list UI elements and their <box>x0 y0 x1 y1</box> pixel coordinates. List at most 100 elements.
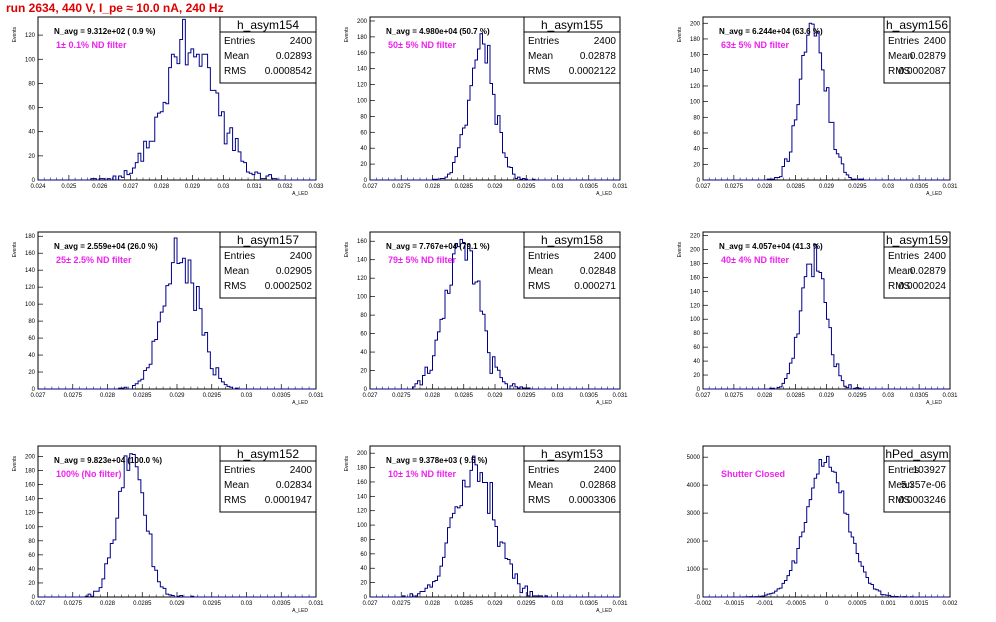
y-tick-label: 180 <box>357 466 368 472</box>
stats-label-mean: Mean <box>224 266 249 277</box>
y-tick-label: 0 <box>697 595 701 601</box>
x-tick-label: 0.0275 <box>392 184 411 190</box>
y-tick-label: 200 <box>25 455 36 461</box>
x-tick-label: 0.0305 <box>580 393 599 399</box>
filter-label: 63± 5% ND filter <box>721 40 789 50</box>
y-tick-label: 160 <box>357 239 368 245</box>
y-tick-label: 60 <box>693 345 700 351</box>
y-tick-label: 160 <box>25 483 36 489</box>
x-axis-title: A_LED <box>292 400 308 406</box>
stats-value-rms: 0.0001947 <box>265 495 313 506</box>
x-tick-label: 0.0305 <box>910 393 929 399</box>
stats-value-entries: 2400 <box>594 251 617 262</box>
stats-label-entries: Entries <box>224 36 255 47</box>
x-tick-label: 0.001 <box>881 601 897 607</box>
y-tick-label: 140 <box>357 494 368 500</box>
y-tick-label: 100 <box>690 317 701 323</box>
y-axis-title: Events <box>12 456 18 472</box>
stats-label-mean: Mean <box>888 480 913 491</box>
x-tick-label: 0.0295 <box>517 601 536 607</box>
y-tick-label: 120 <box>25 33 36 39</box>
x-tick-label: 0.0295 <box>203 393 222 399</box>
x-tick-label: 0.0275 <box>392 393 411 399</box>
x-tick-label: 0.029 <box>819 184 835 190</box>
stats-value-entries: 2400 <box>290 251 313 262</box>
histogram-line <box>703 244 950 390</box>
y-tick-label: 20 <box>360 581 367 587</box>
stats-value-rms: 0.000271 <box>574 281 616 292</box>
y-tick-label: 80 <box>360 114 367 120</box>
x-tick-label: 0.0305 <box>272 393 291 399</box>
x-tick-label: 0.031 <box>612 601 628 607</box>
y-tick-label: 0 <box>32 387 36 393</box>
x-tick-label: -0.001 <box>756 601 774 607</box>
y-tick-label: 1000 <box>687 567 701 573</box>
x-tick-label: 0.027 <box>123 184 139 190</box>
x-tick-label: 0.031 <box>612 184 628 190</box>
y-tick-label: 20 <box>360 162 367 168</box>
y-axis-title: Events <box>677 27 683 43</box>
x-axis-title: A_LED <box>596 400 612 406</box>
y-tick-label: 40 <box>360 350 367 356</box>
navg-label: N_avg = 9.312e+02 ( 0.9 %) <box>54 27 156 36</box>
y-tick-label: 120 <box>690 84 701 90</box>
y-tick-label: 120 <box>357 509 368 515</box>
x-tick-label: 0.03 <box>552 184 564 190</box>
y-tick-label: 40 <box>360 146 367 152</box>
stats-value-mean: 0.02893 <box>276 51 313 62</box>
y-axis-title: Events <box>344 456 350 472</box>
stats-box-frame <box>219 445 317 513</box>
x-tick-label: 0.0305 <box>580 601 599 607</box>
y-tick-label: 20 <box>360 369 367 375</box>
x-tick-label: 0.0295 <box>517 184 536 190</box>
x-tick-label: 0.029 <box>487 184 503 190</box>
y-tick-label: 0 <box>364 387 368 393</box>
stats-value-rms: 0.0002122 <box>569 66 617 77</box>
y-tick-label: 120 <box>690 303 701 309</box>
y-tick-label: 140 <box>25 268 36 274</box>
stats-box: h_asym155 Entries 2400 Mean 0.02878 RMS 0.0002… <box>523 16 621 84</box>
stats-value-mean: 0.02879 <box>910 51 947 62</box>
stats-box-frame <box>523 231 621 299</box>
histogram-pad-h_asym156: 0.027 0.0275 0.028 0.0285 0.029 0.0295 0.03 0.0… <box>677 16 958 197</box>
x-tick-label: 0.028 <box>425 184 441 190</box>
x-tick-label: 0.0285 <box>455 393 474 399</box>
y-tick-label: 120 <box>357 276 368 282</box>
y-tick-label: 2000 <box>687 539 701 545</box>
run-title: run 2634, 440 V, I_pe ≈ 10.0 nA, 240 Hz <box>6 1 224 15</box>
y-tick-label: 60 <box>28 553 35 559</box>
y-tick-label: 180 <box>357 35 368 41</box>
stats-value-entries: 2400 <box>594 36 617 47</box>
navg-label: N_avg = 7.767e+04 (79.1 %) <box>386 242 490 251</box>
x-tick-label: 0.0295 <box>848 184 867 190</box>
x-axis-title: A_LED <box>292 191 308 197</box>
x-tick-label: 0.0275 <box>725 184 744 190</box>
stats-label-entries: Entries <box>888 465 919 476</box>
y-tick-label: 180 <box>25 469 36 475</box>
stats-name: h_asym152 <box>237 447 299 461</box>
filter-label: 50± 5% ND filter <box>388 40 456 50</box>
stats-name: h_asym156 <box>886 18 948 32</box>
x-tick-label: 0.031 <box>247 184 263 190</box>
stats-box-frame <box>883 231 951 299</box>
stats-name: h_asym153 <box>541 447 603 461</box>
y-tick-label: 100 <box>357 98 368 104</box>
x-tick-label: -0.0005 <box>785 601 806 607</box>
x-tick-label: 0.0305 <box>272 601 291 607</box>
stats-label-entries: Entries <box>224 465 255 476</box>
x-tick-label: 0.031 <box>942 393 958 399</box>
x-tick-label: 0.028 <box>100 601 116 607</box>
x-tick-label: 0.027 <box>362 601 378 607</box>
histogram-pad-h_asym158: 0.027 0.0275 0.028 0.0285 0.029 0.0295 0.03 0.0… <box>344 231 628 406</box>
x-tick-label: 0.029 <box>819 393 835 399</box>
stats-value-rms: 0.0003246 <box>899 495 947 506</box>
filter-label: 10± 1% ND filter <box>388 469 456 479</box>
stats-value-rms: 0.0003306 <box>569 495 617 506</box>
stats-name: h_asym159 <box>886 233 948 247</box>
stats-box: h_asym154 Entries 2400 Mean 0.02893 RMS 0.0008… <box>219 16 317 84</box>
histogram-line <box>703 455 950 598</box>
y-tick-label: 40 <box>693 147 700 153</box>
x-tick-label: 0.0275 <box>64 393 83 399</box>
